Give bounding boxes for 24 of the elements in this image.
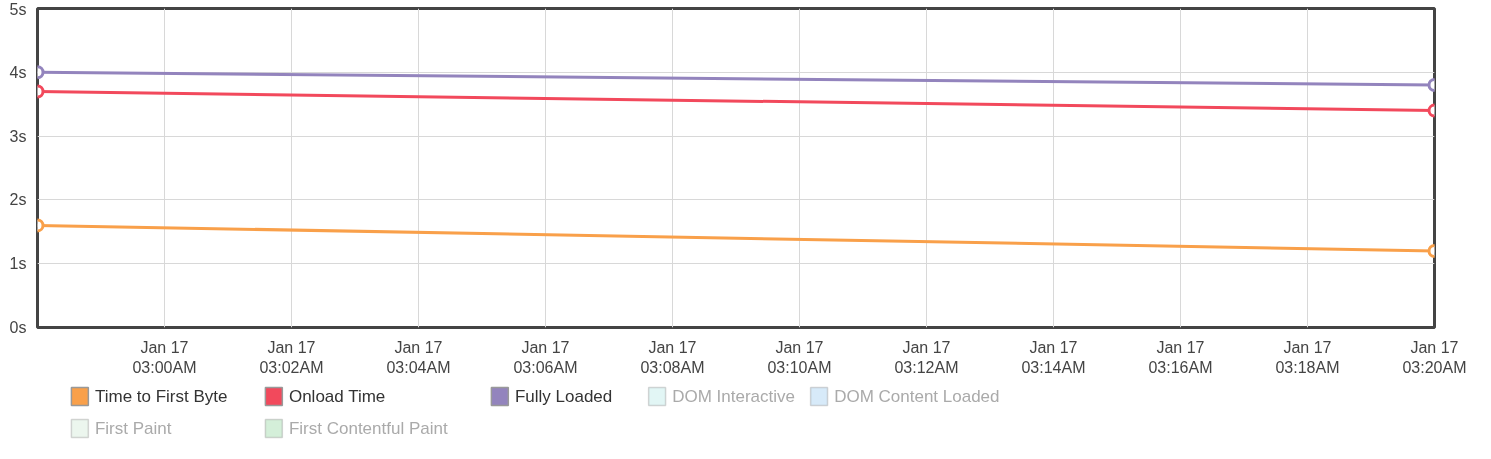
x-tick-label: Jan 17 03:18AM xyxy=(1275,338,1340,376)
x-tick-label: Jan 17 03:14AM xyxy=(1021,338,1086,376)
legend-label: Fully Loaded xyxy=(514,387,613,406)
x-tick-label: Jan 17 03:08AM xyxy=(640,338,705,376)
y-tick-label: 2s xyxy=(9,191,27,209)
y-tick-label: 4s xyxy=(9,63,27,81)
x-tick-label: Jan 17 03:02AM xyxy=(259,338,324,376)
legend-label: First Paint xyxy=(94,419,172,438)
x-tick-label: Jan 17 03:00AM xyxy=(132,338,197,376)
legend-label: DOM Interactive xyxy=(672,387,795,406)
y-tick-label: 3s xyxy=(9,127,27,145)
legend-label: Onload Time xyxy=(288,387,386,406)
legend-label: First Contentful Paint xyxy=(288,419,448,438)
y-tick-label: 5s xyxy=(9,0,27,18)
legend-label: Time to First Byte xyxy=(94,387,228,406)
x-tick-label: Jan 17 03:04AM xyxy=(386,338,451,376)
x-tick-label: Jan 17 03:10AM xyxy=(767,338,832,376)
x-tick-label: Jan 17 03:12AM xyxy=(894,338,959,376)
legend-label: DOM Content Loaded xyxy=(834,387,1000,406)
y-tick-label: 1s xyxy=(9,255,27,273)
y-tick-label: 0s xyxy=(9,319,27,336)
x-tick-label: Jan 17 03:06AM xyxy=(513,338,578,376)
x-tick-label: Jan 17 03:16AM xyxy=(1148,338,1213,376)
x-tick-label: Jan 17 03:20AM xyxy=(1402,338,1467,376)
